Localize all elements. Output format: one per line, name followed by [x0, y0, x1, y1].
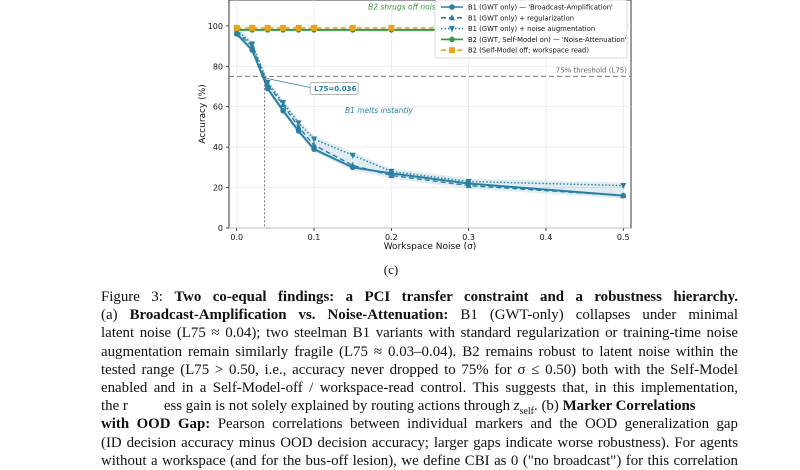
data-point [295, 24, 302, 31]
data-point [388, 171, 395, 178]
data-point [349, 161, 356, 168]
data-point [311, 146, 317, 152]
data-point [264, 79, 271, 86]
data-point [388, 24, 395, 31]
y-tick-label: 20 [213, 184, 223, 193]
caption-line: latent noise (L75 ≈ 0.04); two steelman … [101, 325, 738, 342]
legend-entry: B1 (GWT only) — 'Broadcast-Amplification… [441, 4, 613, 12]
y-tick-label: 100 [208, 22, 223, 31]
caption-line: enabled and in a Self-Model-off / worksp… [101, 379, 738, 396]
l75-label: L75=0.036 [314, 85, 356, 93]
legend-label: B1 (GWT only) — 'Broadcast-Amplification… [468, 4, 613, 12]
caption-line: with OOD Gap: Pearson correlations betwe… [101, 416, 738, 433]
legend-label: B1 (GWT only) + regularization [468, 14, 574, 22]
data-point [249, 24, 256, 31]
legend-entry: B2 (Self-Model off; workspace read) [441, 47, 589, 55]
legend-label: B2 (GWT, Self-Model on) — 'Noise-Attenua… [468, 36, 627, 44]
y-axis-label: Accuracy (%) [198, 84, 208, 144]
x-tick-label: 0.2 [385, 233, 398, 242]
x-tick-label: 0.3 [462, 233, 475, 242]
data-point [264, 24, 271, 31]
data-point [349, 152, 356, 159]
data-point [280, 107, 286, 114]
caption-line: (ID decision accuracy minus OOD decision… [101, 434, 738, 451]
legend-marker [449, 26, 455, 33]
threshold-label: 75% threshold (L75) [556, 66, 628, 74]
y-tick-label: 0 [218, 224, 223, 233]
data-point [349, 24, 356, 31]
data-point [249, 41, 256, 48]
legend-box [434, 0, 628, 59]
y-tick-label: 60 [213, 103, 223, 112]
axes: 0.0 0.1 0.2 0.3 0.4 0.5 0 20 40 60 80 100 [208, 22, 630, 242]
legend-marker [449, 47, 455, 54]
legend-entry: B1 (GWT only) + regularization [441, 14, 574, 22]
legend: B1 (GWT only) — 'Broadcast-Amplification… [434, 0, 628, 59]
legend-marker [449, 14, 455, 21]
legend-label: B2 (Self-Model off; workspace read) [468, 47, 589, 55]
legend-entry: B1 (GWT only) + noise augmentation [441, 25, 595, 33]
data-point [311, 141, 318, 148]
data-point [465, 182, 472, 189]
threshold-group: 75% threshold (L75) [229, 66, 631, 77]
series-line [236, 31, 624, 197]
data-point [295, 128, 302, 134]
x-tick-label: 0.0 [230, 233, 243, 242]
l75-marker-group: L75=0.036 [264, 76, 359, 228]
caption-line: (a) Broadcast-Amplification vs. Noise-At… [101, 307, 738, 324]
y-tick-label: 80 [213, 62, 223, 71]
caption-line: augmentation remain similarly fragile (L… [101, 343, 738, 360]
figure-caption: Figure 3: Two co-equal findings: a PCI t… [101, 288, 738, 470]
data-point [280, 100, 287, 107]
x-tick-label: 0.5 [617, 233, 630, 242]
legend-entry: B2 (GWT, Self-Model on) — 'Noise-Attenua… [441, 36, 627, 44]
data-point [280, 24, 287, 31]
panel-b-heading: Marker Correlations [562, 398, 696, 415]
annotations: B2 shrugs off noise B1 melts instantly [345, 3, 441, 115]
l75-label-box [309, 82, 359, 95]
panel-a-heading: Broadcast-Amplification vs. Noise-Attenu… [129, 307, 449, 324]
legend-marker [449, 4, 455, 10]
legend-marker [449, 36, 455, 43]
l75-arrow [266, 78, 311, 88]
chart-annotation: B1 melts instantly [345, 106, 414, 115]
data-point [295, 120, 302, 127]
data-point [311, 136, 318, 143]
x-tick-label: 0.4 [540, 233, 553, 242]
accuracy-vs-noise-chart: 75% threshold (L75) L75=0.036 B2 shrugs … [198, 0, 632, 252]
caption-title: Two co-equal findings: a PCI transfer co… [174, 289, 738, 305]
caption-line: without a workspace (and for the bus-off… [101, 452, 738, 469]
caption-line: Figure 3: Two co-equal findings: a PCI t… [101, 288, 738, 306]
caption-line: the r ess gain is not solely explained by… [101, 398, 696, 418]
data-point [465, 179, 472, 186]
x-tick-label: 0.1 [308, 233, 321, 242]
figure-number: Figure 3: [101, 289, 163, 305]
data-point [311, 24, 318, 31]
series-line [236, 33, 624, 197]
legend-label: B1 (GWT only) + noise augmentation [468, 25, 595, 33]
x-axis-label: Workspace Noise (σ) [384, 242, 477, 252]
data-point [620, 183, 627, 190]
series-lines [233, 24, 627, 199]
subfigure-label: (c) [383, 262, 399, 277]
y-tick-label: 40 [213, 143, 223, 152]
caption-line: tested range (L75 > 0.50, i.e., accuracy… [101, 361, 738, 378]
chart-annotation: B2 shrugs off noise [368, 3, 441, 12]
data-point [233, 24, 240, 31]
data-point [295, 123, 302, 130]
data-point [620, 192, 627, 199]
gridlines [229, 0, 631, 229]
data-point [388, 168, 395, 175]
